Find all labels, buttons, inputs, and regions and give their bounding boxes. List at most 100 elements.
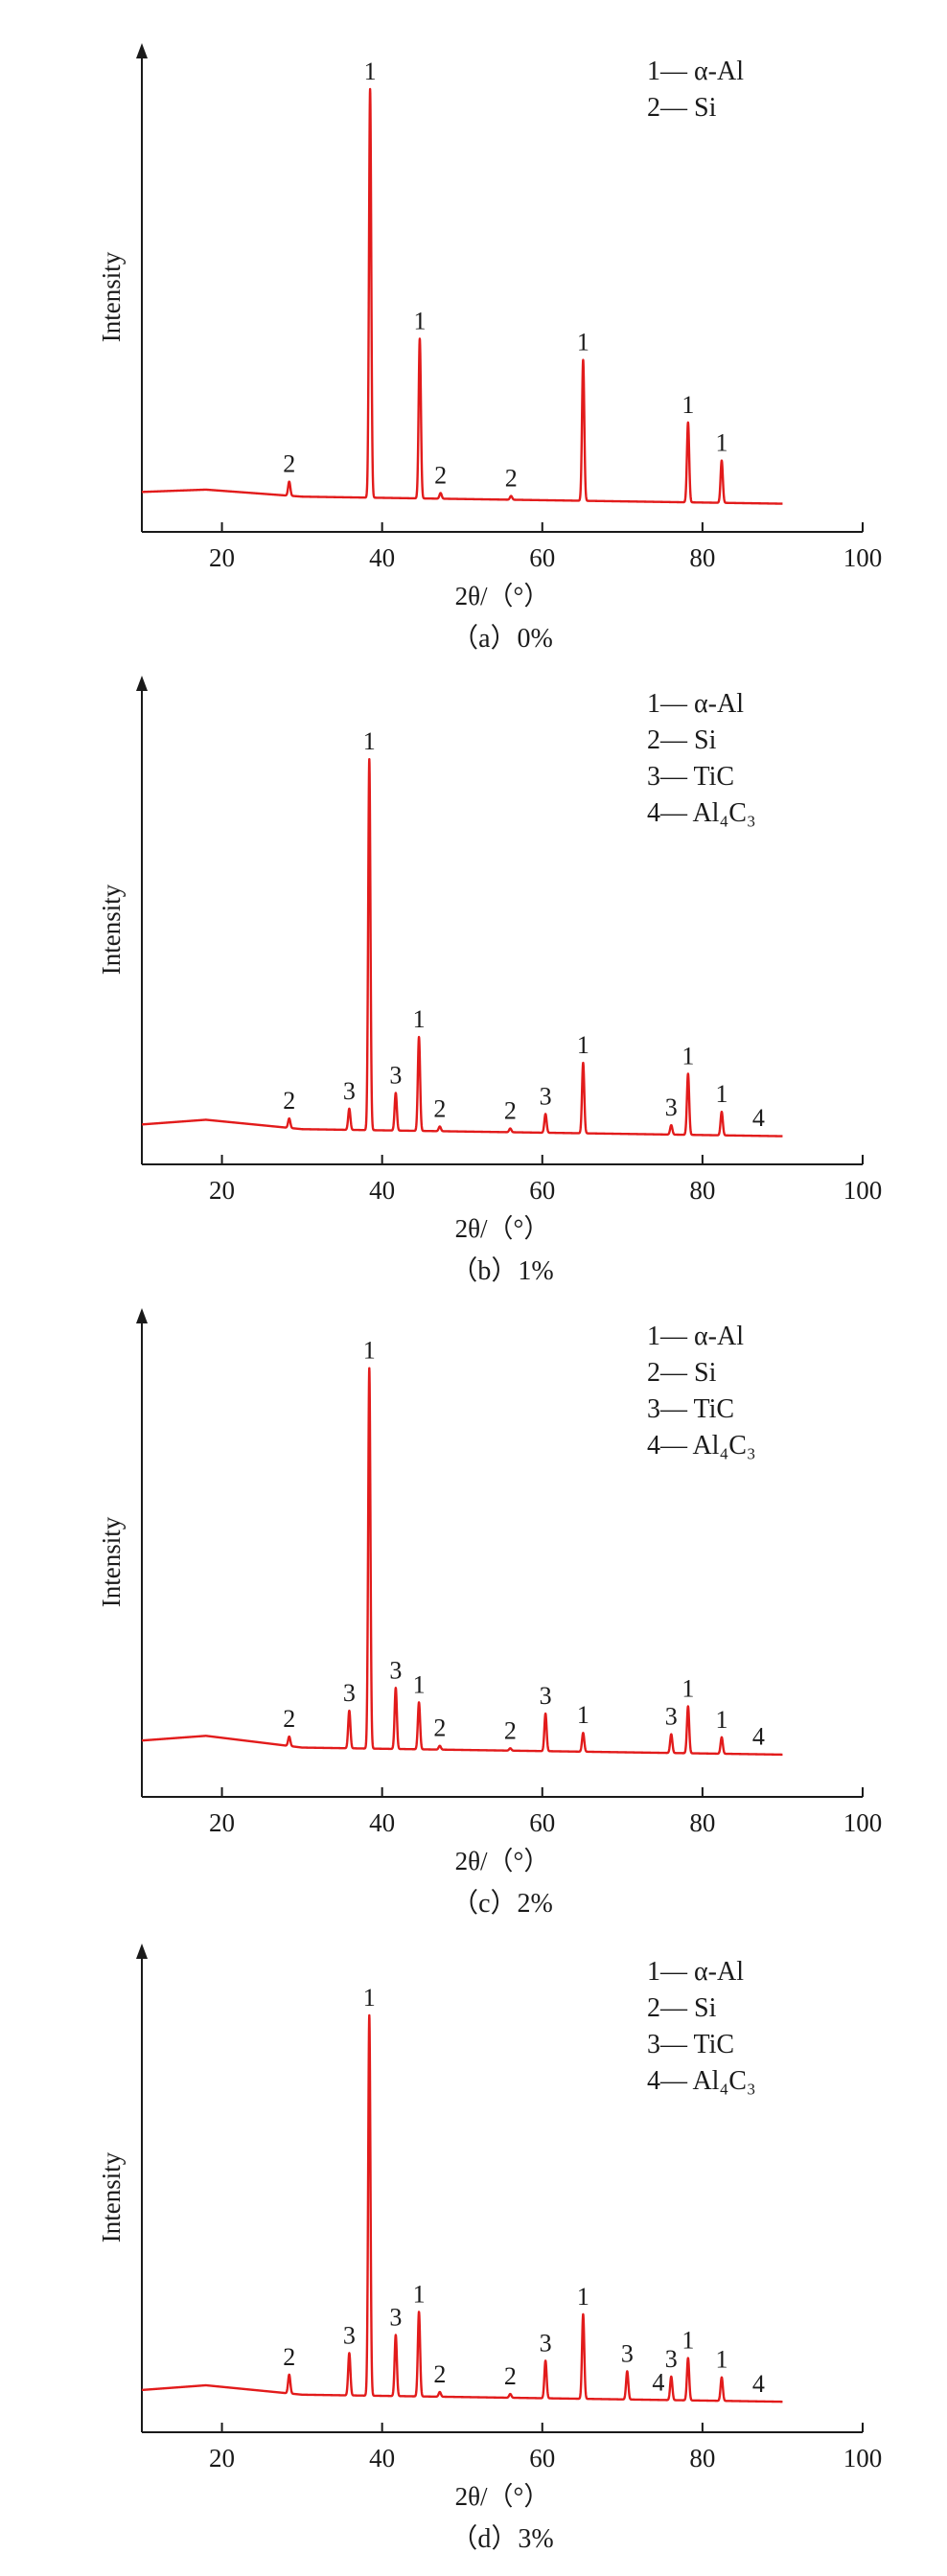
peak-label: 2	[433, 1714, 446, 1742]
x-tick-label: 40	[369, 543, 395, 572]
xrd-panel-3: 20 40 60 80 100 2θ/（°） Intensity （c）2% 1— α-Al 2—…	[97, 1308, 882, 1919]
panel-caption: （b）1%	[450, 1255, 553, 1286]
y-axis-title: Intensity	[97, 251, 126, 342]
peak-label: 1	[577, 2283, 589, 2311]
peak-label: 1	[681, 2327, 694, 2355]
x-tick-label: 40	[369, 1176, 395, 1205]
peak-label: 2	[283, 450, 295, 478]
x-axis-title: 2θ/（°）	[455, 1847, 550, 1875]
x-axis-title: 2θ/（°）	[455, 2482, 550, 2511]
y-axis-arrow-icon	[136, 43, 148, 58]
peak-label: 1	[364, 58, 377, 85]
peak-label: 2	[505, 465, 518, 493]
x-tick-label: 20	[209, 1808, 235, 1837]
y-axis-arrow-icon	[136, 1308, 148, 1323]
legend-entry: 4— Al₄C₃	[647, 2066, 756, 2096]
peak-label: 1	[715, 429, 728, 457]
panel-caption: （c）2%	[451, 1888, 553, 1919]
peak-label: 1	[413, 2280, 426, 2308]
x-tick-label: 20	[209, 1176, 235, 1205]
x-tick-label: 100	[843, 2444, 883, 2472]
peak-label: 2	[504, 1097, 517, 1125]
peak-label: 2	[433, 2360, 446, 2388]
peak-label: 2	[283, 1087, 295, 1115]
x-tick-label: 100	[843, 1176, 883, 1205]
peak-label: 4	[752, 1723, 765, 1751]
peak-label: 1	[681, 391, 694, 419]
peak-label: 3	[540, 1682, 552, 1710]
x-tick-label: 60	[529, 2444, 555, 2472]
peak-label: 2	[434, 461, 447, 489]
legend-entry: 3— TiC	[647, 1394, 734, 1424]
legend-entry: 2— Si	[647, 725, 717, 755]
peak-label: 3	[665, 1093, 678, 1121]
peak-label: 1	[577, 329, 589, 356]
legend-entry: 4— Al₄C₃	[647, 798, 756, 828]
peak-label: 2	[433, 1094, 446, 1122]
panel-caption: （a）0%	[451, 623, 553, 654]
peak-label: 3	[540, 1082, 552, 1110]
panel-caption: （d）3%	[450, 2523, 553, 2554]
peak-label: 3	[389, 1061, 402, 1089]
legend-entry: 1— α-Al	[647, 57, 744, 86]
xrd-trace-line	[140, 2013, 784, 2404]
peak-label: 3	[343, 1077, 356, 1105]
peak-label: 3	[665, 2345, 678, 2373]
legend-entry: 1— α-Al	[647, 689, 744, 719]
peak-label: 1	[413, 307, 426, 334]
legend-entry: 2— Si	[647, 1358, 717, 1388]
peak-label: 3	[343, 2321, 356, 2349]
peak-label: 2	[283, 2343, 295, 2371]
legend-entry: 1— α-Al	[647, 1957, 744, 1987]
y-axis-title: Intensity	[97, 2151, 126, 2242]
xrd-trace-line	[140, 87, 784, 505]
peak-label: 3	[665, 1703, 678, 1731]
peak-label: 1	[577, 1031, 589, 1059]
x-tick-label: 60	[529, 1176, 555, 1205]
legend-entry: 2— Si	[647, 1993, 717, 2023]
xrd-panel-1: 20 40 60 80 100 2θ/（°） Intensity （a）0% 1— α-Al 2—…	[97, 43, 882, 654]
x-tick-label: 60	[529, 1808, 555, 1837]
legend-entry: 3— TiC	[647, 2030, 734, 2059]
x-tick-label: 80	[689, 543, 715, 572]
peak-label: 2	[504, 1716, 517, 1744]
y-axis-arrow-icon	[136, 1944, 148, 1959]
x-tick-label: 60	[529, 543, 555, 572]
xrd-trace-line	[140, 757, 784, 1138]
peak-label: 3	[343, 1679, 356, 1707]
peak-label: 1	[715, 1080, 728, 1108]
legend-entry: 4— Al₄C₃	[647, 1431, 756, 1460]
x-axis-title: 2θ/（°）	[455, 582, 550, 610]
legend-entry: 2— Si	[647, 93, 717, 123]
peak-label: 1	[577, 1701, 589, 1729]
peak-label: 3	[540, 2329, 552, 2357]
legend-entry: 1— α-Al	[647, 1322, 744, 1351]
peak-label: 2	[504, 2362, 517, 2390]
peak-label: 3	[389, 1656, 402, 1684]
x-tick-label: 40	[369, 2444, 395, 2472]
peak-label: 3	[621, 2339, 634, 2367]
peak-label: 4	[752, 2370, 765, 2398]
peak-label: 1	[363, 1337, 376, 1365]
x-tick-label: 20	[209, 543, 235, 572]
peak-label: 1	[363, 1984, 376, 2012]
peak-label: 1	[715, 1706, 728, 1734]
peak-label: 4	[652, 2368, 664, 2396]
x-tick-label: 80	[689, 2444, 715, 2472]
y-axis-arrow-icon	[136, 676, 148, 691]
x-axis-title: 2θ/（°）	[455, 1214, 550, 1243]
peak-label: 4	[752, 1104, 765, 1132]
x-tick-label: 20	[209, 2444, 235, 2472]
peak-label: 1	[681, 1042, 694, 1070]
y-axis-title: Intensity	[97, 1516, 126, 1607]
peak-label: 1	[363, 727, 376, 755]
x-tick-label: 100	[843, 543, 883, 572]
xrd-panel-2: 20 40 60 80 100 2θ/（°） Intensity （b）1% 1— α-Al 2—…	[97, 676, 882, 1286]
x-tick-label: 80	[689, 1176, 715, 1205]
peak-label: 1	[413, 1005, 426, 1033]
peak-label: 3	[389, 2304, 402, 2332]
xrd-trace-line	[140, 1367, 784, 1757]
peak-label: 1	[715, 2346, 728, 2374]
x-tick-label: 100	[843, 1808, 883, 1837]
